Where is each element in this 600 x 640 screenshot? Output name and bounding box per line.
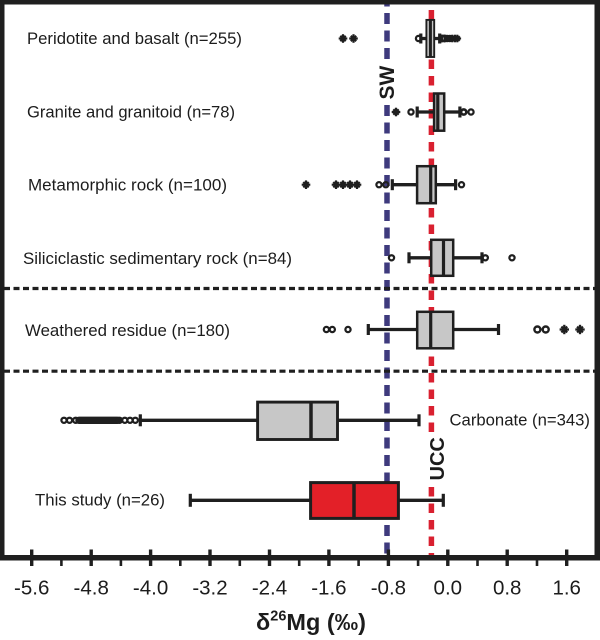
svg-text:0.8: 0.8 — [493, 577, 522, 600]
svg-text:-5.6: -5.6 — [14, 577, 49, 600]
svg-text:Carbonate (n=343): Carbonate (n=343) — [450, 412, 591, 430]
svg-text:Siliciclastic sedimentary rock: Siliciclastic sedimentary rock (n=84) — [23, 250, 292, 268]
svg-text:1.6: 1.6 — [552, 577, 581, 600]
svg-text:-0.8: -0.8 — [371, 577, 406, 600]
svg-text:-2.4: -2.4 — [252, 577, 287, 600]
svg-text:-4.0: -4.0 — [133, 577, 168, 600]
svg-text:Weathered residue (n=180): Weathered residue (n=180) — [25, 322, 230, 340]
svg-text:Granite and granitoid (n=78): Granite and granitoid (n=78) — [27, 104, 235, 122]
svg-text:-1.6: -1.6 — [311, 577, 346, 600]
svg-text:SW: SW — [376, 65, 399, 99]
svg-text:Metamorphic rock (n=100): Metamorphic rock (n=100) — [28, 177, 227, 195]
svg-text:-3.2: -3.2 — [192, 577, 227, 600]
svg-text:This study (n=26): This study (n=26) — [35, 492, 165, 510]
svg-text:Peridotite and basalt (n=255): Peridotite and basalt (n=255) — [27, 30, 242, 48]
svg-text:UCC: UCC — [427, 437, 449, 480]
svg-text:0.0: 0.0 — [434, 577, 463, 600]
svg-text:-4.8: -4.8 — [74, 577, 109, 600]
